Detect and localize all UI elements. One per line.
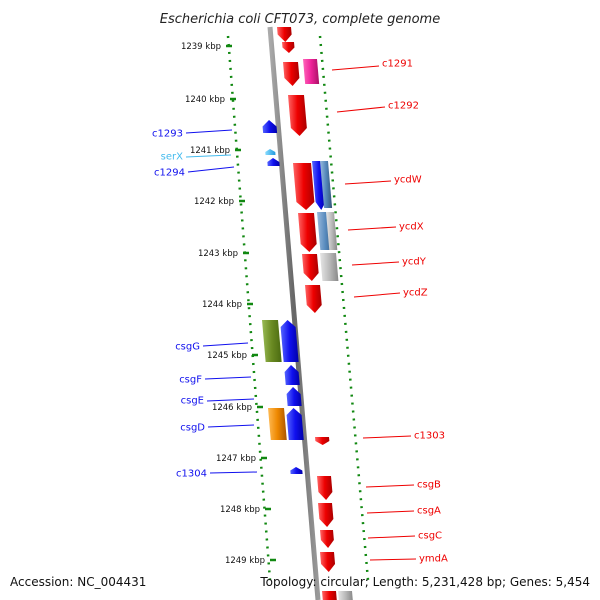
tick-label: 1243 kbp (198, 249, 238, 259)
gene-block[interactable] (338, 591, 353, 600)
gene-arrow[interactable] (280, 320, 299, 362)
gene-label-c1293[interactable]: c1293 (152, 129, 183, 140)
tick-label: 1242 kbp (194, 197, 234, 207)
gene-arrow[interactable] (267, 158, 280, 166)
label-leader-line (206, 398, 255, 402)
gene-label-c1303[interactable]: c1303 (414, 431, 445, 442)
gene-block[interactable] (326, 212, 338, 250)
gene-block[interactable] (268, 408, 287, 440)
label-leader-line (185, 129, 233, 134)
gene-label-csgG[interactable]: csgG (175, 342, 200, 353)
label-leader-line (367, 535, 416, 539)
inner-dotted-line (226, 35, 272, 581)
gene-arrow[interactable] (288, 95, 307, 136)
genome-info-text: Topology: circular; Length: 5,231,428 bp… (259, 575, 590, 589)
label-leader-line (351, 261, 400, 266)
gene-label-csgB[interactable]: csgB (417, 480, 441, 491)
gene-label-csgE[interactable]: csgE (181, 396, 204, 407)
gene-arrow[interactable] (286, 408, 304, 440)
gene-arrow[interactable] (277, 27, 292, 42)
tick-label: 1245 kbp (207, 351, 247, 361)
gene-arrow[interactable] (317, 476, 333, 500)
gene-arrow[interactable] (298, 213, 317, 252)
label-leader-line (347, 226, 397, 231)
gene-label-ycdY[interactable]: ycdY (402, 257, 427, 268)
gene-arrow[interactable] (320, 530, 334, 548)
tick-label: 1240 kbp (185, 95, 225, 105)
tick-label: 1249 kbp (225, 556, 265, 566)
outer-dotted-line (318, 35, 370, 581)
gene-arrow[interactable] (293, 163, 315, 210)
gene-arrow[interactable] (318, 503, 334, 527)
label-leader-line (336, 106, 386, 113)
gene-label-csgD[interactable]: csgD (180, 423, 205, 434)
accession-text: Accession: NC_004431 (10, 575, 146, 589)
gene-label-c1294[interactable]: c1294 (154, 168, 185, 179)
gene-label-ycdZ[interactable]: ycdZ (403, 288, 428, 299)
gene-label-ycdX[interactable]: ycdX (399, 222, 424, 233)
rna-arrow[interactable] (265, 149, 276, 155)
gene-labels: c1293 serX c1294 csgG csgF csgE csgD c1304 c1291… (152, 59, 448, 565)
dotted-guides (226, 35, 370, 581)
gene-features (262, 27, 353, 600)
gene-block[interactable] (320, 161, 333, 208)
label-leader-line (204, 376, 252, 380)
map-title: Escherichia coli CFT073, complete genome (160, 12, 440, 27)
gene-arrow[interactable] (315, 437, 330, 445)
tick-label: 1244 kbp (202, 300, 242, 310)
gene-arrow[interactable] (262, 120, 278, 133)
gene-label-c1291[interactable]: c1291 (382, 59, 413, 70)
label-leader-line (369, 558, 417, 561)
gene-arrow[interactable] (286, 387, 302, 406)
genome-backbone (267, 26, 321, 600)
label-leader-line (202, 342, 249, 347)
gene-label-serX[interactable]: serX (161, 152, 183, 163)
label-leader-line (366, 510, 415, 514)
tick-label: 1248 kbp (220, 505, 260, 515)
gene-arrow[interactable] (284, 365, 300, 385)
scale-ticks: 1239 kbp 1240 kbp 1241 kbp 1242 kbp 1243 kbp… (181, 42, 276, 566)
tick-label: 1246 kbp (212, 403, 252, 413)
label-leader-line (365, 484, 415, 488)
gene-block[interactable] (262, 320, 282, 362)
tick-label: 1239 kbp (181, 42, 221, 52)
gene-label-csgC[interactable]: csgC (418, 531, 442, 542)
label-leader-line (353, 292, 401, 298)
tick-label: 1247 kbp (216, 454, 256, 464)
gene-arrow[interactable] (302, 254, 319, 281)
gene-label-ycdW[interactable]: ycdW (394, 175, 422, 186)
gene-arrow[interactable] (305, 285, 322, 313)
gene-arrow[interactable] (282, 42, 295, 53)
label-leader-line (187, 166, 235, 173)
gene-label-csgF[interactable]: csgF (179, 375, 202, 386)
gene-arrow[interactable] (290, 467, 303, 474)
label-leader-line (209, 471, 258, 474)
label-leader-line (185, 154, 232, 158)
label-leader-line (207, 424, 255, 428)
label-leader-line (362, 435, 412, 439)
gene-block[interactable] (322, 591, 337, 600)
gene-label-csgA[interactable]: csgA (417, 506, 441, 517)
tick-label: 1241 kbp (190, 146, 230, 156)
label-leader-line (344, 180, 392, 185)
gene-label-c1292[interactable]: c1292 (388, 101, 419, 112)
gene-label-ymdA[interactable]: ymdA (419, 554, 448, 565)
gene-arrow[interactable] (283, 62, 300, 86)
gene-label-c1304[interactable]: c1304 (176, 469, 207, 480)
label-leader-line (331, 65, 380, 71)
gene-arrow[interactable] (320, 552, 336, 572)
gene-block[interactable] (320, 253, 339, 281)
gene-block[interactable] (303, 59, 320, 84)
